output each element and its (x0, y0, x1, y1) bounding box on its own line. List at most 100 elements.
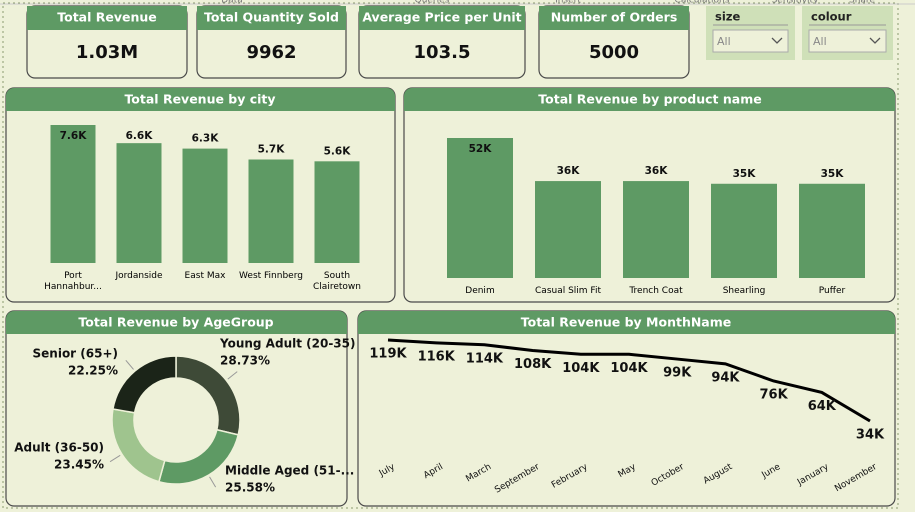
data-label: 22.25% (68, 364, 118, 378)
kpi-header (359, 6, 525, 30)
bar (799, 183, 865, 278)
x-tick-label: Jordanside (115, 271, 163, 281)
x-tick-label: Shearling (722, 286, 766, 296)
tab-label: Sensitivity (772, 0, 820, 6)
slicer-title: size (715, 10, 740, 24)
panel-header (6, 311, 347, 334)
data-label: 6.3K (192, 133, 220, 145)
tab-label: Calculations (675, 0, 730, 6)
kpi-header (539, 6, 689, 30)
leader-line (125, 359, 134, 370)
x-tick-label: Trench Coat (629, 286, 683, 296)
panel-header (404, 88, 895, 111)
data-label: 36K (557, 165, 581, 177)
bar (116, 143, 162, 263)
bar (314, 161, 360, 263)
bar (447, 138, 513, 278)
x-tick-label: West Finnberg (239, 271, 303, 281)
data-label: 35K (733, 168, 757, 180)
x-tick-label: South Clairetown (313, 271, 361, 292)
data-label: 34K (856, 428, 885, 443)
x-tick-label-box: West Finnberg (239, 271, 303, 281)
chart-title: Total Revenue by city (124, 92, 275, 107)
legend-label: Adult (36-50) (14, 441, 104, 455)
bar (182, 148, 228, 263)
x-tick-label-box: Puffer (818, 286, 846, 296)
kpi-header (27, 6, 187, 30)
tab-label: Data (221, 0, 243, 6)
leader-line (209, 476, 217, 488)
chart-title: Total Revenue by AgeGroup (78, 315, 273, 330)
line (387, 338, 871, 423)
x-tick-label-box: Trench Coat (629, 286, 683, 296)
tab-label: Queries (415, 0, 450, 6)
data-label: 94K (711, 370, 740, 385)
slicer-value: All (813, 35, 827, 48)
x-tick-label: Port Hannahbur... (44, 271, 102, 292)
data-label: 35K (821, 168, 845, 180)
x-tick-label-box: South Clairetown (313, 271, 361, 292)
data-label: 36K (645, 165, 669, 177)
data-label: 5.7K (258, 144, 286, 156)
slicer-dropdown[interactable] (712, 29, 789, 53)
data-label: 7.6K (60, 130, 88, 142)
x-tick-label-box: Denim (465, 286, 495, 296)
tab-label: Share (849, 0, 875, 6)
x-tick-label: East Max (184, 271, 226, 281)
x-tick-label-box: East Max (184, 271, 226, 281)
data-label: 116K (418, 349, 456, 364)
x-tick-label-box: Port Hannahbur... (44, 271, 102, 292)
legend-label: Young Adult (20-35) (219, 337, 355, 351)
x-tick-label: Casual Slim Fit (535, 286, 601, 296)
x-tick-label: Denim (465, 286, 495, 296)
bar (711, 183, 777, 278)
legend-label: Senior (65+) (33, 347, 119, 361)
kpi-title: Average Price per Unit (362, 10, 521, 25)
data-label: 99K (663, 366, 692, 381)
kpi-value: 103.5 (414, 42, 471, 63)
data-label: 25.58% (225, 481, 275, 495)
chart-title: Total Revenue by MonthName (521, 315, 732, 330)
data-label: 104K (562, 361, 600, 376)
data-label: 104K (610, 361, 648, 376)
panel-header (6, 88, 395, 111)
chart-title: Total Revenue by product name (538, 92, 761, 107)
x-tick-label-box: Shearling (722, 286, 766, 296)
bar (50, 125, 96, 263)
data-label: 108K (514, 357, 552, 372)
kpi-value: 9962 (246, 42, 296, 63)
data-label: 64K (808, 399, 837, 414)
legend-label: Middle Aged (51-... (225, 464, 354, 478)
slicer-title: colour (811, 10, 852, 24)
kpi-header (197, 6, 346, 30)
data-label: 6.6K (126, 130, 154, 142)
data-label: 23.45% (54, 458, 104, 472)
data-label: 5.6K (324, 145, 352, 157)
x-tick-label-box: Jordanside (115, 271, 163, 281)
kpi-value: 1.03M (76, 42, 138, 63)
leader-line (109, 454, 121, 463)
chevron (869, 37, 881, 44)
leader-line (227, 371, 238, 380)
tab-label: Insert (555, 0, 581, 6)
panel-header (358, 311, 895, 334)
kpi-title: Number of Orders (551, 10, 678, 25)
data-label: 114K (466, 351, 504, 366)
data-label: 52K (469, 143, 493, 155)
slicer-value: All (717, 35, 731, 48)
kpi-value: 5000 (589, 42, 639, 63)
chevron (771, 37, 783, 44)
data-label: 28.73% (220, 354, 270, 368)
bar (248, 159, 294, 263)
bar (623, 181, 689, 278)
slicer-dropdown[interactable] (808, 29, 887, 53)
x-tick-label: Puffer (818, 286, 846, 296)
data-label: 76K (760, 387, 789, 402)
donut-slice (112, 355, 177, 414)
kpi-title: Total Revenue (57, 10, 157, 25)
kpi-title: Total Quantity Sold (204, 10, 339, 25)
x-tick-label-box: Casual Slim Fit (535, 286, 601, 296)
bar (535, 181, 601, 278)
data-label: 119K (369, 347, 407, 362)
